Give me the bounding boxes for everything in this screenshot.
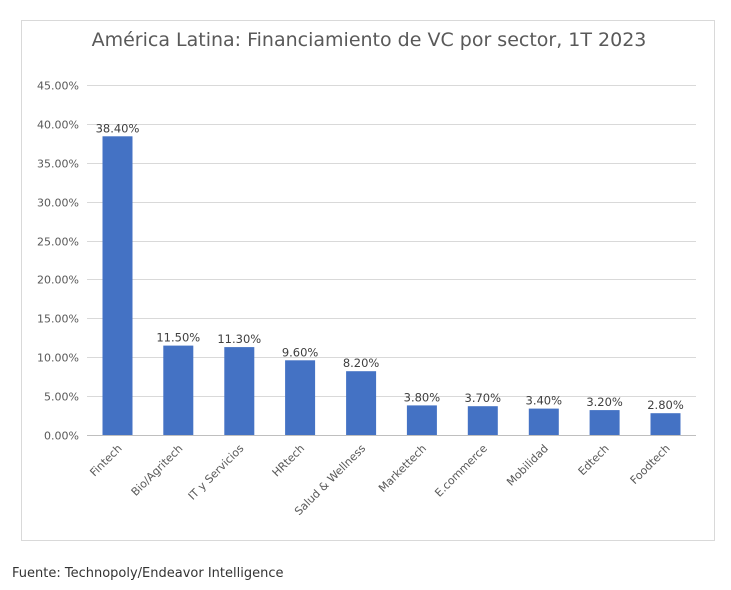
x-category-label: Fintech bbox=[87, 442, 124, 479]
data-label: 3.70% bbox=[465, 391, 502, 405]
data-label: 3.20% bbox=[586, 395, 623, 409]
bar bbox=[102, 136, 133, 436]
x-axis-categories: Fintech Bio/Agritech IT y Servicios HRtechS… bbox=[87, 442, 672, 518]
data-label: 11.50% bbox=[156, 331, 200, 345]
bar bbox=[528, 408, 559, 435]
bar-chart: América Latina: Financiamiento de VC por… bbox=[37, 29, 696, 518]
bar bbox=[163, 345, 194, 435]
data-label: 3.40% bbox=[526, 394, 563, 408]
data-label: 9.60% bbox=[282, 345, 319, 359]
data-label: 11.30% bbox=[217, 332, 261, 346]
y-tick-label: 0.00% bbox=[44, 430, 79, 443]
bar bbox=[285, 360, 316, 435]
y-axis-ticks: 0.00% 5.00% 10.00% 15.00% 20.00% 25.00% 30.00%… bbox=[37, 80, 79, 443]
bar bbox=[224, 347, 255, 435]
y-tick-label: 15.00% bbox=[37, 313, 79, 326]
x-category-label: E.commerce bbox=[432, 442, 490, 500]
y-tick-label: 10.00% bbox=[37, 352, 79, 365]
y-tick-label: 35.00% bbox=[37, 158, 79, 171]
x-category-label: HRtech bbox=[270, 442, 308, 480]
bar bbox=[406, 405, 437, 435]
x-category-label: Edtech bbox=[576, 442, 612, 478]
data-label: 38.40% bbox=[96, 121, 140, 135]
y-tick-label: 20.00% bbox=[37, 274, 79, 287]
x-category-label: Markettech bbox=[376, 442, 429, 495]
chart-frame: América Latina: Financiamiento de VC por… bbox=[21, 20, 715, 541]
y-tick-label: 5.00% bbox=[44, 391, 79, 404]
x-category-label: Foodtech bbox=[628, 442, 673, 487]
y-tick-label: 40.00% bbox=[37, 119, 79, 132]
data-label: 8.20% bbox=[343, 356, 380, 370]
bar bbox=[589, 410, 620, 435]
bars bbox=[102, 136, 681, 436]
chart-title: América Latina: Financiamiento de VC por… bbox=[92, 29, 647, 51]
bar bbox=[650, 413, 681, 435]
y-tick-label: 25.00% bbox=[37, 236, 79, 249]
x-category-label: IT y Servicios bbox=[186, 442, 247, 503]
y-tick-label: 30.00% bbox=[37, 197, 79, 210]
x-category-label: Bio/Agritech bbox=[129, 442, 186, 499]
bar bbox=[346, 371, 377, 435]
data-label: 2.80% bbox=[647, 398, 684, 412]
data-label: 3.80% bbox=[404, 390, 441, 404]
source-note: Fuente: Technopoly/Endeavor Intelligence bbox=[12, 566, 284, 581]
data-labels: 38.40% 11.50% 11.30% 9.60% 8.20% 3.80% 3.70% 3.… bbox=[96, 121, 684, 412]
bar bbox=[467, 406, 498, 435]
x-category-label: Mobilidad bbox=[504, 442, 551, 489]
y-tick-label: 45.00% bbox=[37, 80, 79, 93]
